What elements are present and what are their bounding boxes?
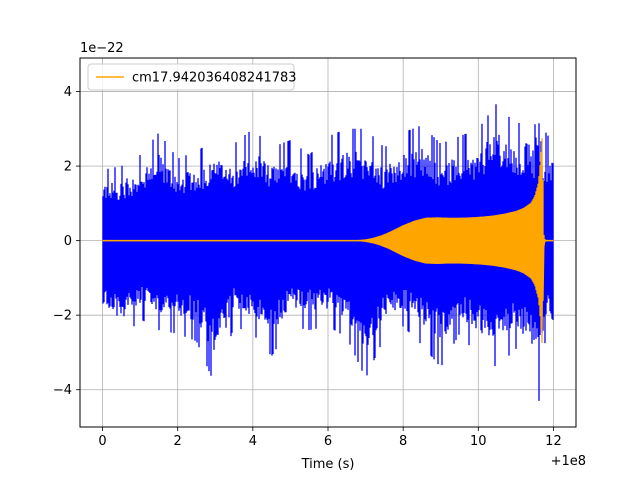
y-tick-label: 4 [64,85,72,100]
x-tick-label: 8 [399,434,407,449]
x-tick-label: 6 [324,434,332,449]
x-tick-label: 4 [249,434,257,449]
plot-area [102,104,554,401]
x-tick-label: 10 [470,434,487,449]
x-axis-label: Time (s) [301,457,355,472]
y-tick-label: −4 [53,383,72,398]
legend: cm17.942036408241783 [87,63,297,91]
x-offset-text: +1e8 [551,454,586,469]
legend-label-chirp: cm17.942036408241783 [132,71,297,86]
y-scale-text: 1e−22 [80,41,124,56]
x-tick-label: 12 [545,434,562,449]
x-tick-label: 2 [174,434,182,449]
series-noise-core [103,162,553,321]
ticks: 0 2 4 6 8 10 12 −4 −2 0 2 4 [53,85,562,449]
legend-box [87,63,295,91]
x-tick-label: 0 [98,434,106,449]
y-tick-label: 0 [64,234,72,249]
y-tick-label: −2 [53,309,72,324]
y-tick-label: 2 [64,160,72,175]
